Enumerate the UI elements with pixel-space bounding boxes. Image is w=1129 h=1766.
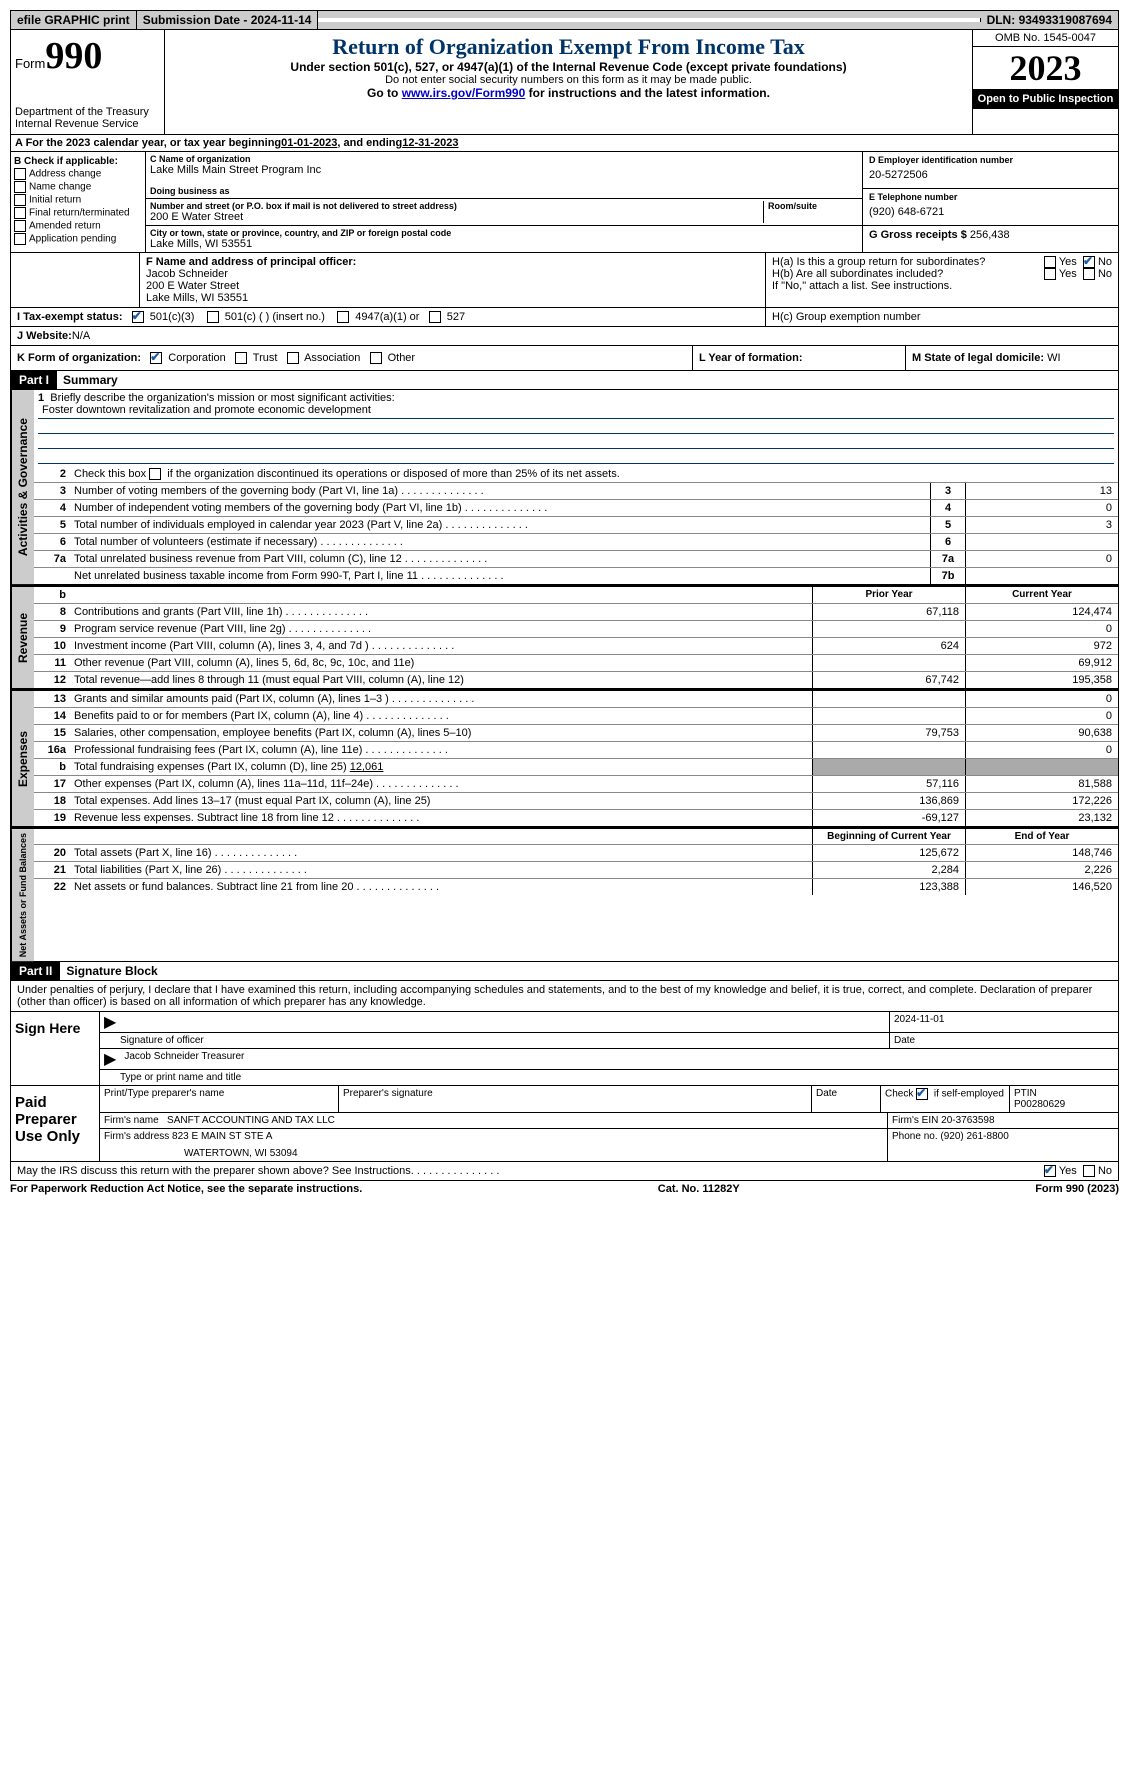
irs-label: Internal Revenue Service: [15, 118, 160, 130]
part1-header: Part I Summary: [10, 371, 1119, 390]
revenue-section: Revenue bPrior YearCurrent Year 8Contrib…: [10, 585, 1119, 689]
firm-phone: (920) 261-8800: [940, 1131, 1008, 1142]
tab-governance: Activities & Governance: [11, 390, 34, 584]
gross-receipts: 256,438: [970, 229, 1010, 241]
phone: (920) 648-6721: [869, 202, 1112, 222]
org-name: Lake Mills Main Street Program Inc: [150, 164, 858, 176]
topbar: efile GRAPHIC print Submission Date - 20…: [10, 10, 1119, 30]
section-h: H(a) Is this a group return for subordin…: [765, 253, 1118, 307]
paid-preparer-label: Paid Preparer Use Only: [11, 1086, 100, 1161]
org-address: 200 E Water Street: [150, 211, 763, 223]
omb-number: OMB No. 1545-0047: [973, 30, 1118, 47]
mission-text: Foster downtown revitalization and promo…: [38, 404, 1114, 419]
tab-netassets: Net Assets or Fund Balances: [11, 829, 34, 961]
governance-section: Activities & Governance 1 Briefly descri…: [10, 390, 1119, 585]
dept-treasury: Department of the Treasury: [15, 106, 160, 118]
sign-block: Sign Here ▶ 2024-11-01 Signature of offi…: [10, 1012, 1119, 1086]
officer-name: Jacob Schneider: [146, 268, 759, 280]
org-form-row: K Form of organization: Corporation Trus…: [10, 346, 1119, 371]
tab-expenses: Expenses: [11, 691, 34, 826]
line-a: A For the 2023 calendar year, or tax yea…: [10, 135, 1119, 152]
section-c: C Name of organization Lake Mills Main S…: [146, 152, 862, 252]
form-subtitle: Under section 501(c), 527, or 4947(a)(1)…: [169, 60, 968, 74]
open-inspection: Open to Public Inspection: [973, 89, 1118, 109]
section-deg: D Employer identification number 20-5272…: [862, 152, 1118, 252]
officer-sig-name: Jacob Schneider Treasurer: [120, 1049, 1118, 1069]
efile-label: efile GRAPHIC print: [11, 11, 137, 29]
tax-status-row: I Tax-exempt status: 501(c)(3) 501(c) ( …: [10, 308, 1119, 327]
org-city: Lake Mills, WI 53551: [150, 238, 858, 250]
firm-name: SANFT ACCOUNTING AND TAX LLC: [167, 1115, 335, 1126]
form-title: Return of Organization Exempt From Incom…: [169, 34, 968, 60]
paid-preparer-block: Paid Preparer Use Only Print/Type prepar…: [10, 1086, 1119, 1162]
ptin: P00280629: [1014, 1099, 1114, 1110]
ssn-note: Do not enter social security numbers on …: [169, 74, 968, 86]
tax-year: 2023: [973, 47, 1118, 89]
val-4: 0: [965, 500, 1118, 516]
discuss-row: May the IRS discuss this return with the…: [10, 1162, 1119, 1181]
ein: 20-5272506: [869, 165, 1112, 185]
part2-header: Part II Signature Block: [10, 962, 1119, 981]
officer-group-block: F Name and address of principal officer:…: [10, 253, 1119, 308]
sign-date: 2024-11-01: [890, 1012, 1118, 1032]
firm-ein: 20-3763598: [941, 1115, 994, 1126]
irs-link[interactable]: www.irs.gov/Form990: [402, 86, 526, 100]
tab-revenue: Revenue: [11, 587, 34, 688]
submission: Submission Date - 2024-11-14: [137, 11, 319, 29]
sign-here-label: Sign Here: [11, 1012, 100, 1085]
website-row: J Website: N/A: [10, 327, 1119, 346]
expenses-section: Expenses 13Grants and similar amounts pa…: [10, 689, 1119, 827]
form-header: Form990 Department of the Treasury Inter…: [10, 30, 1119, 135]
val-3: 13: [965, 483, 1118, 499]
footer: For Paperwork Reduction Act Notice, see …: [10, 1181, 1119, 1195]
section-f: F Name and address of principal officer:…: [140, 253, 765, 307]
val-6: [965, 534, 1118, 550]
penalties-text: Under penalties of perjury, I declare th…: [10, 981, 1119, 1012]
section-b: B Check if applicable: Address change Na…: [11, 152, 146, 252]
dln: DLN: 93493319087694: [981, 11, 1118, 29]
identity-block: B Check if applicable: Address change Na…: [10, 152, 1119, 253]
val-7a: 0: [965, 551, 1118, 567]
form-number: Form990: [15, 34, 160, 78]
netassets-section: Net Assets or Fund Balances Beginning of…: [10, 827, 1119, 962]
goto-link-row: Go to www.irs.gov/Form990 for instructio…: [169, 86, 968, 100]
val-5: 3: [965, 517, 1118, 533]
val-7b: [965, 568, 1118, 584]
